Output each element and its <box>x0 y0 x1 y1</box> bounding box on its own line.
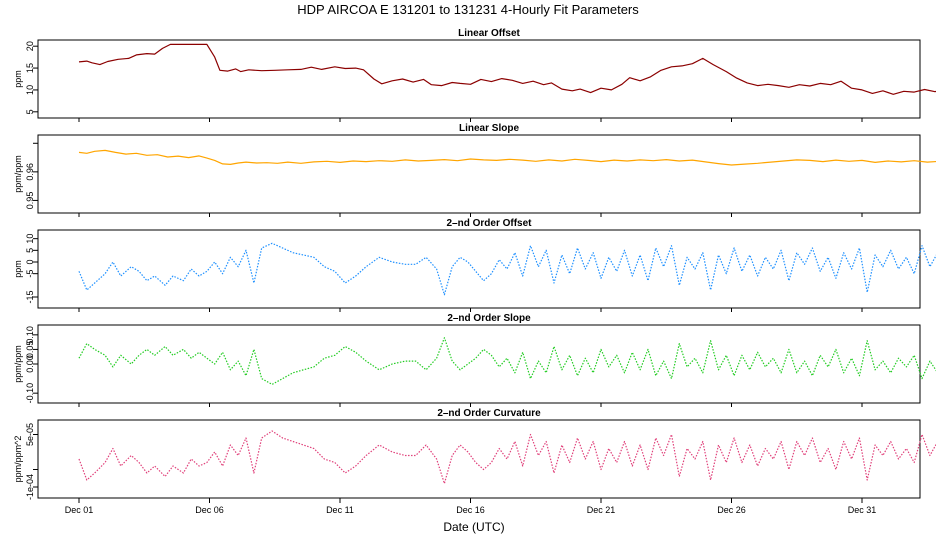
y-tick-label: 5 <box>25 109 35 114</box>
y-tick-label: -1e-04 <box>25 474 35 500</box>
panel-title: Linear Offset <box>458 28 520 39</box>
panel-second-order-slope: 2–nd Order Slope ppm/ppm-0.10 0.000.050.10 <box>13 313 936 407</box>
panel-title: Linear Slope <box>459 123 519 134</box>
y-tick-label: 15 <box>25 63 35 73</box>
x-tick-label: Dec 11 <box>326 505 354 515</box>
panel-title: 2–nd Order Offset <box>446 218 532 229</box>
series-line <box>78 242 936 296</box>
y-tick-label: -15 <box>25 290 35 303</box>
y-tick-label: 0.00 <box>25 355 35 373</box>
y-axis-label: ppm/ppm <box>13 345 23 383</box>
y-tick-label: 0.96 <box>25 163 35 181</box>
y-tick-label: -0.10 <box>25 383 35 404</box>
panel-second-order-curvature: 2–nd Order Curvature ppm/ppm^2-1e-04 5e-05 <box>13 408 936 502</box>
x-tick-label: Dec 16 <box>456 505 485 515</box>
panel-title: 2–nd Order Curvature <box>437 408 541 419</box>
panel-second-order-offset: 2–nd Order Offset ppm -15 -5 0 5 10 <box>13 218 936 312</box>
y-tick-label: 5 <box>25 248 35 253</box>
panel-frame <box>37 419 921 499</box>
series-line <box>78 430 936 485</box>
panel-frame <box>37 324 921 404</box>
panel-title: 2–nd Order Slope <box>447 313 531 324</box>
y-axis-label: ppm <box>13 70 23 88</box>
panel-frame <box>37 134 921 214</box>
panels: Linear Offset ppm 5 10 15 20 Linear Slope ppm/p… <box>13 28 936 502</box>
x-axis: Dec 01 Dec 06 Dec 11 Dec 16 Dec 21 Dec 26 Dec … <box>65 498 877 515</box>
y-axis-label: ppm/ppm <box>13 155 23 193</box>
x-tick-label: Dec 06 <box>195 505 224 515</box>
y-tick-label: 0 <box>25 259 35 264</box>
y-tick-label: 0.05 <box>25 341 35 359</box>
x-tick-label: Dec 21 <box>587 505 616 515</box>
x-axis-label: Date (UTC) <box>443 520 504 534</box>
y-tick-label: 0.95 <box>25 192 35 210</box>
chart-title: HDP AIRCOA E 131201 to 131231 4-Hourly F… <box>297 2 639 17</box>
panel-frame <box>37 229 921 309</box>
y-tick-label: 10 <box>25 234 35 244</box>
series-line <box>78 149 936 166</box>
series-line <box>78 337 936 385</box>
y-axis-label: ppm/ppm^2 <box>13 436 23 483</box>
x-tick-label: Dec 26 <box>717 505 746 515</box>
y-tick-label: 10 <box>25 85 35 95</box>
y-tick-label: 5e-05 <box>25 423 35 446</box>
y-tick-label: -5 <box>25 270 35 278</box>
series-line <box>78 43 936 95</box>
panel-linear-offset: Linear Offset ppm 5 10 15 20 <box>13 28 936 122</box>
y-tick-label: 20 <box>25 41 35 51</box>
panel-frame <box>37 39 921 119</box>
y-axis-label: ppm <box>13 260 23 278</box>
x-tick-label: Dec 01 <box>65 505 94 515</box>
x-tick-label: Dec 31 <box>848 505 877 515</box>
y-tick-label: 0.10 <box>25 326 35 344</box>
